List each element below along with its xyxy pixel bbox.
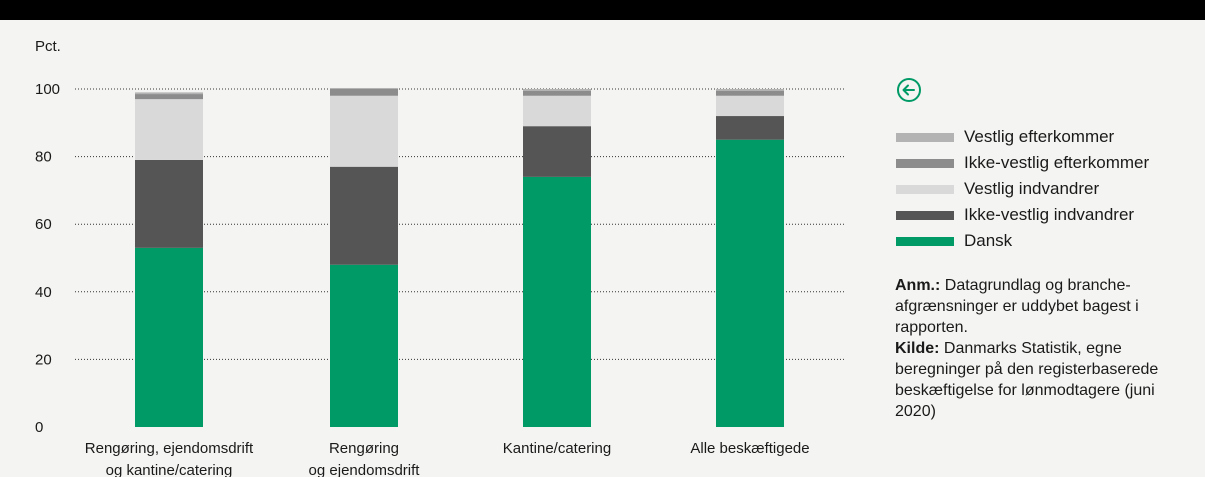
bar-segment xyxy=(330,88,398,89)
legend-swatch xyxy=(896,185,954,194)
bar-segment xyxy=(523,91,591,96)
legend-item: Ikke-vestlig indvandrer xyxy=(896,202,1149,228)
note-anm-label: Anm.: xyxy=(895,277,940,294)
bar-segment xyxy=(135,92,203,94)
bar-segment xyxy=(716,91,784,96)
y-tick-label: 100 xyxy=(35,81,60,98)
legend-label: Vestlig indvandrer xyxy=(964,179,1099,199)
legend-label: Vestlig efterkommer xyxy=(964,127,1114,147)
x-tick-label: Rengøring, ejendomsdrift xyxy=(85,440,254,457)
bar-segment xyxy=(330,265,398,427)
bar-segment xyxy=(135,99,203,160)
note-kilde: Kilde: Danmarks Statistik, egne beregnin… xyxy=(895,338,1195,422)
bar-segment xyxy=(716,116,784,140)
legend-item: Dansk xyxy=(896,228,1149,254)
x-tick-label: Kantine/catering xyxy=(503,440,611,457)
legend-label: Ikke-vestlig indvandrer xyxy=(964,205,1134,225)
bar-segment xyxy=(716,96,784,116)
bar-segment xyxy=(523,96,591,126)
legend-swatch xyxy=(896,211,954,220)
y-tick-label: 0 xyxy=(35,419,43,436)
x-tick-label: og ejendomsdrift xyxy=(309,462,421,477)
legend-swatch xyxy=(896,133,954,142)
bar-segment xyxy=(135,160,203,248)
legend-item: Vestlig efterkommer xyxy=(896,124,1149,150)
bar-segment xyxy=(523,89,591,91)
legend-item: Ikke-vestlig efterkommer xyxy=(896,150,1149,176)
arrow-left-circle-icon[interactable] xyxy=(896,77,922,103)
legend-swatch xyxy=(896,159,954,168)
bar-segment xyxy=(135,248,203,427)
y-tick-label: 80 xyxy=(35,149,52,166)
note-anm: Anm.: Datagrundlag og branche-afgrænsnin… xyxy=(895,275,1195,338)
bar-segment xyxy=(330,89,398,96)
legend-label: Dansk xyxy=(964,231,1012,251)
bar-segment xyxy=(135,94,203,99)
y-tick-label: 20 xyxy=(35,351,52,368)
bar-segment xyxy=(330,96,398,167)
bar-segment xyxy=(716,89,784,91)
y-tick-label: 40 xyxy=(35,284,52,301)
legend-item: Vestlig indvandrer xyxy=(896,176,1149,202)
x-tick-label: Rengøring xyxy=(329,440,399,457)
y-tick-label: 60 xyxy=(35,216,52,233)
legend: Vestlig efterkommer Ikke-vestlig efterkom… xyxy=(896,124,1149,254)
x-tick-label: Alle beskæftigede xyxy=(690,440,809,457)
bar-segment xyxy=(523,177,591,427)
bar-segment xyxy=(523,126,591,177)
notes: Anm.: Datagrundlag og branche-afgrænsnin… xyxy=(895,275,1195,422)
bar-segment xyxy=(330,167,398,265)
legend-label: Ikke-vestlig efterkommer xyxy=(964,153,1149,173)
bar-segment xyxy=(716,140,784,427)
note-kilde-label: Kilde: xyxy=(895,340,939,357)
legend-swatch xyxy=(896,237,954,246)
x-tick-label: og kantine/catering xyxy=(106,462,233,477)
